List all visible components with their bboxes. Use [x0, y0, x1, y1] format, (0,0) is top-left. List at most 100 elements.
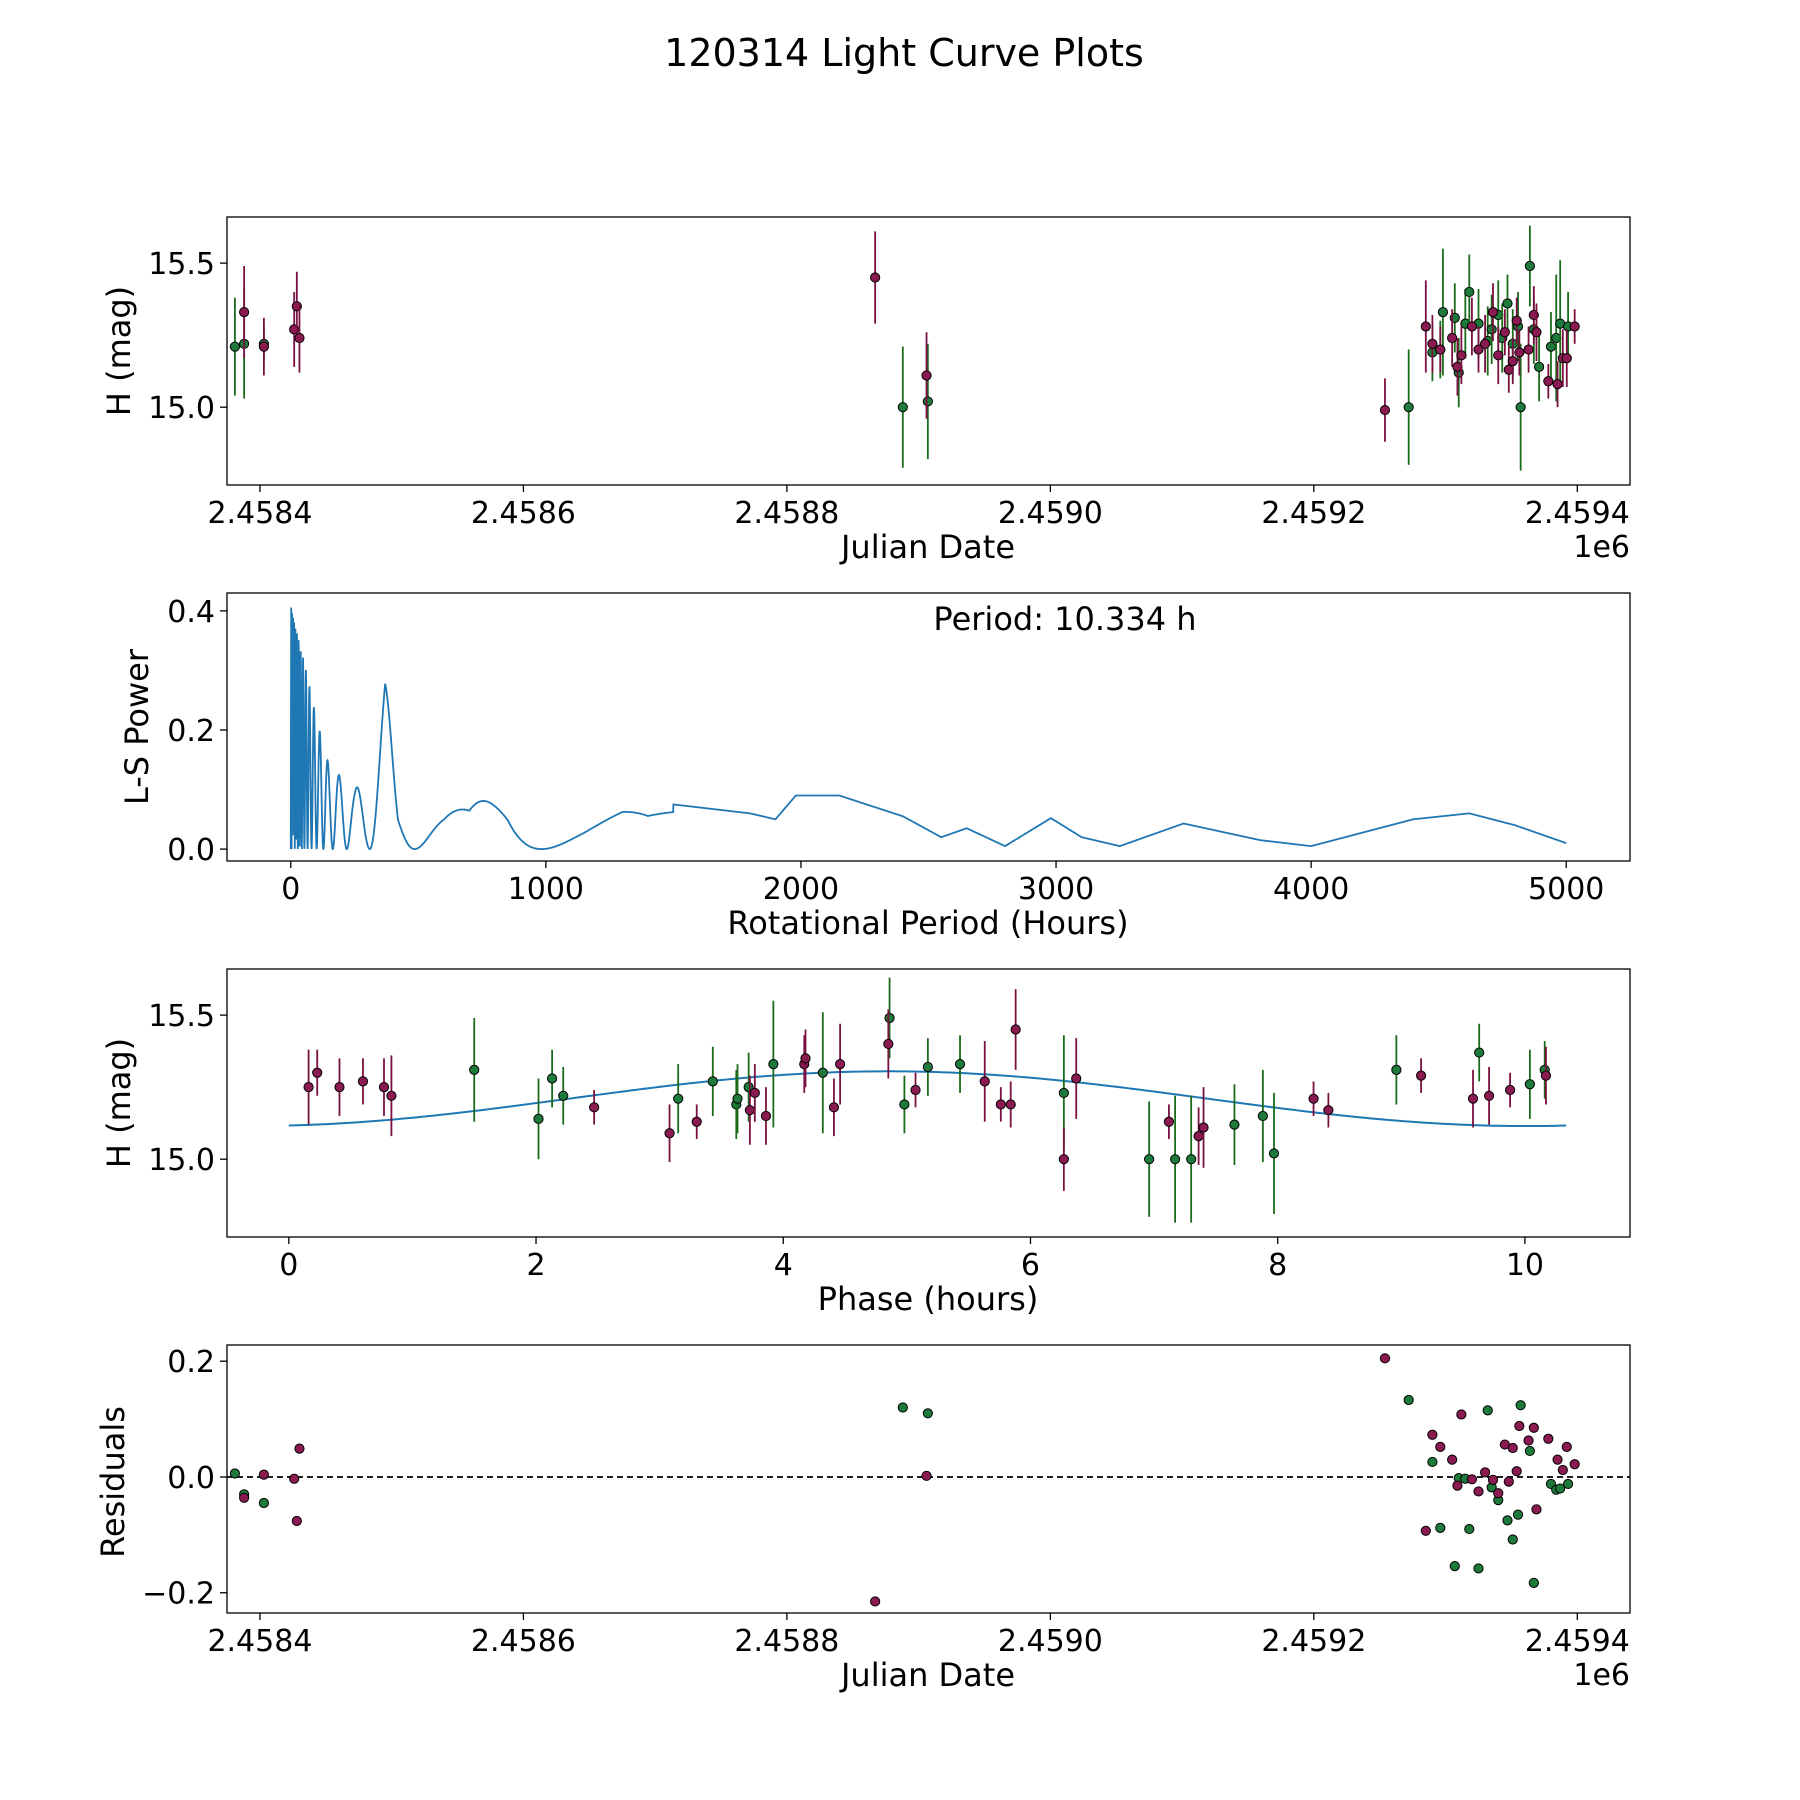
- magenta-data-point: [1308, 1093, 1319, 1104]
- magenta-data-point: [1447, 332, 1458, 344]
- green-data-point: [922, 1408, 933, 1419]
- magenta-data-point: [1511, 1466, 1522, 1477]
- green-data-point: [1482, 1405, 1493, 1416]
- y-tick-label: 0.4: [167, 595, 215, 630]
- magenta-data-point: [357, 1076, 369, 1087]
- magenta-data-point: [1163, 1116, 1175, 1127]
- magenta-data-point: [1557, 1464, 1568, 1476]
- magenta-data-point: [312, 1067, 323, 1078]
- lightcurve-ylabel: H (mag): [100, 286, 138, 416]
- green-data-point: [1229, 1119, 1240, 1130]
- magenta-data-point: [289, 1473, 300, 1484]
- figure-title: 120314 Light Curve Plots: [664, 31, 1144, 75]
- magenta-data-point: [239, 306, 250, 318]
- green-data-point: [547, 1073, 558, 1084]
- magenta-data-point: [239, 1492, 250, 1503]
- magenta-data-point: [1435, 344, 1446, 355]
- magenta-data-point: [1543, 1433, 1554, 1444]
- magenta-data-point: [1479, 1467, 1491, 1478]
- magenta-data-point: [1523, 1435, 1534, 1446]
- x-tick-label: 4: [774, 1248, 793, 1283]
- green-data-point: [1486, 324, 1497, 335]
- magenta-data-point: [1507, 355, 1518, 367]
- magenta-data-point: [828, 1102, 840, 1113]
- lightcurve-xlabel: Julian Date: [839, 528, 1015, 566]
- magenta-data-point: [1540, 1070, 1552, 1081]
- magenta-data-point: [1467, 1093, 1479, 1104]
- magenta-data-point: [1420, 1525, 1431, 1536]
- magenta-data-point: [1456, 350, 1467, 361]
- magenta-data-point: [1483, 1090, 1495, 1101]
- green-data-point: [897, 402, 908, 413]
- green-data-point: [469, 1064, 480, 1075]
- lightcurve-offset-label: 1e6: [1573, 530, 1630, 565]
- y-tick-label: 15.5: [148, 247, 215, 282]
- magenta-data-point: [744, 1105, 755, 1116]
- magenta-data-point: [1058, 1154, 1069, 1165]
- green-data-point: [673, 1093, 684, 1104]
- magenta-data-point: [749, 1087, 760, 1099]
- y-tick-label: 15.5: [148, 999, 215, 1034]
- green-data-point: [1268, 1148, 1280, 1159]
- magenta-data-point: [835, 1058, 846, 1070]
- magenta-data-point: [870, 1596, 881, 1607]
- x-tick-label: 2.4592: [1261, 1624, 1366, 1659]
- x-tick-label: 10: [1506, 1248, 1544, 1283]
- magenta-data-point: [386, 1090, 397, 1101]
- green-data-point: [1507, 1534, 1518, 1545]
- magenta-data-point: [1466, 1474, 1478, 1485]
- magenta-data-point: [1514, 1420, 1525, 1432]
- green-data-point: [954, 1058, 966, 1070]
- lightcurve-ticks: 2.4584 2.4586 2.4588 2.4590 2.4592 2.4594 15.0…: [148, 247, 1630, 531]
- magenta-data-point: [910, 1084, 921, 1096]
- y-tick-label: 0.2: [167, 714, 215, 749]
- x-tick-label: 3000: [1018, 872, 1094, 907]
- residuals-ylabel: Residuals: [94, 1406, 132, 1558]
- periodogram-xlabel: Rotational Period (Hours): [727, 904, 1128, 942]
- green-data-point: [1257, 1110, 1268, 1122]
- x-tick-label: 5000: [1528, 872, 1604, 907]
- green-data-point: [707, 1076, 718, 1087]
- green-data-point: [743, 1082, 754, 1093]
- magenta-data-point: [921, 370, 932, 381]
- magenta-data-point: [1379, 404, 1391, 416]
- magenta-data-point: [800, 1053, 811, 1064]
- magenta-data-point: [1569, 1459, 1580, 1470]
- y-tick-label: 0.0: [167, 1461, 215, 1496]
- magenta-data-point: [1543, 376, 1554, 387]
- magenta-data-point: [1005, 1099, 1016, 1110]
- magenta-data-point: [1528, 1422, 1539, 1433]
- magenta-data-point: [1561, 1441, 1572, 1452]
- periodogram-panel: 0 1000 2000 3000 4000 5000 0.0 0.2 0.4 Period: 1…: [118, 592, 1631, 942]
- magenta-data-point: [1198, 1122, 1209, 1133]
- residuals-panel: 2.4584 2.4586 2.4588 2.4590 2.4592 2.4594 0.2 0…: [94, 1344, 1631, 1694]
- y-tick-label: 15.0: [148, 391, 215, 426]
- lightcurve-axes-frame: [226, 216, 1631, 486]
- magenta-data-point: [334, 1082, 345, 1093]
- lightcurve-plot-area: [229, 225, 1580, 471]
- magenta-data-point: [1552, 379, 1563, 390]
- green-data-point: [1170, 1154, 1181, 1165]
- magenta-data-point: [1493, 350, 1504, 361]
- green-data-point: [1403, 402, 1414, 413]
- magenta-data-point: [1487, 1474, 1499, 1485]
- green-data-point: [1545, 341, 1557, 352]
- green-data-point: [1562, 1478, 1574, 1490]
- green-data-point: [897, 1402, 908, 1413]
- magenta-data-point: [1569, 321, 1580, 332]
- green-data-point: [1534, 361, 1545, 372]
- magenta-data-point: [1504, 1084, 1516, 1096]
- magenta-data-point: [1503, 1476, 1514, 1487]
- magenta-data-point: [883, 1038, 894, 1050]
- magenta-data-point: [760, 1110, 772, 1122]
- x-tick-label: 2.4586: [471, 1624, 576, 1659]
- magenta-data-point: [1452, 1480, 1463, 1491]
- magenta-data-point: [995, 1099, 1006, 1110]
- magenta-data-point: [1427, 1429, 1438, 1440]
- green-data-point: [1473, 1563, 1484, 1574]
- residuals-ticks: 2.4584 2.4586 2.4588 2.4590 2.4592 2.4594 0.2 0…: [142, 1345, 1630, 1659]
- x-tick-label: 2.4592: [1261, 496, 1366, 531]
- magenta-data-point: [303, 1082, 314, 1093]
- magenta-data-point: [1499, 327, 1510, 338]
